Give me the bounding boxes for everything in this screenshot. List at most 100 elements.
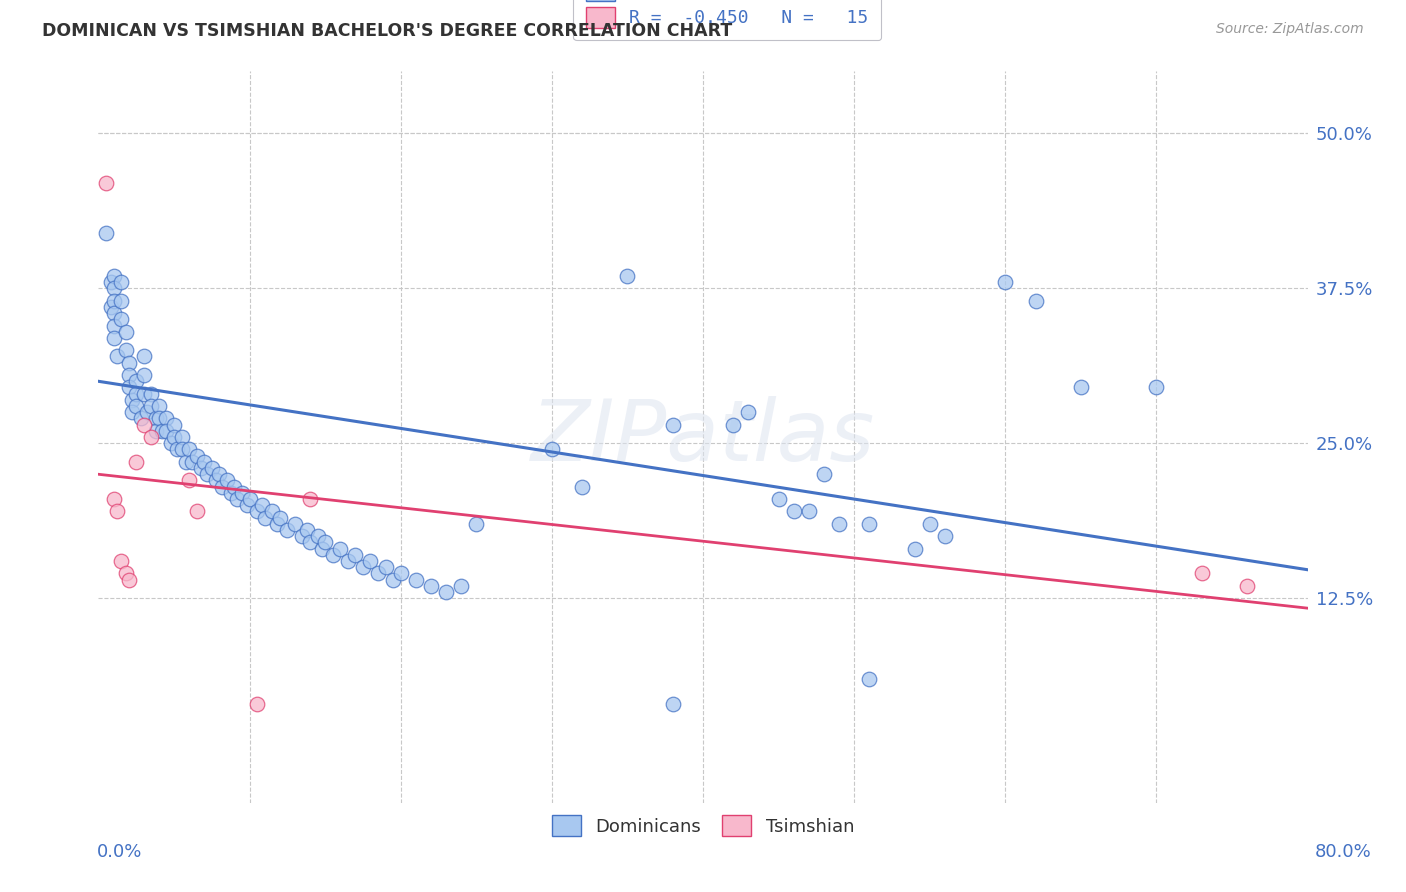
Point: [1191, 566, 1213, 581]
Point: [141, 430, 163, 444]
Point: [186, 504, 208, 518]
Point: [783, 504, 806, 518]
Point: [103, 491, 125, 506]
Point: [118, 356, 141, 370]
Point: [118, 368, 141, 383]
Point: [129, 411, 152, 425]
Point: [314, 535, 336, 549]
Point: [360, 554, 382, 568]
Point: [616, 268, 638, 283]
Point: [382, 573, 405, 587]
Text: DOMINICAN VS TSIMSHIAN BACHELOR'S DEGREE CORRELATION CHART: DOMINICAN VS TSIMSHIAN BACHELOR'S DEGREE…: [42, 22, 733, 40]
Point: [141, 399, 163, 413]
Point: [235, 498, 257, 512]
Point: [828, 516, 851, 531]
Point: [103, 268, 125, 283]
Point: [103, 318, 125, 333]
Point: [193, 455, 215, 469]
Point: [110, 554, 132, 568]
Point: [250, 498, 273, 512]
Point: [367, 566, 389, 581]
Point: [231, 486, 253, 500]
Point: [118, 380, 141, 394]
Point: [110, 312, 132, 326]
Point: [291, 529, 314, 543]
Point: [121, 405, 143, 419]
Point: [246, 697, 269, 711]
Point: [121, 392, 143, 407]
Point: [103, 293, 125, 308]
Point: [150, 424, 173, 438]
Point: [110, 293, 132, 308]
Point: [299, 491, 322, 506]
Point: [174, 455, 197, 469]
Point: [118, 573, 141, 587]
Point: [148, 399, 170, 413]
Point: [114, 325, 136, 339]
Point: [170, 442, 193, 457]
Point: [329, 541, 352, 556]
Point: [125, 374, 148, 388]
Point: [1236, 579, 1258, 593]
Point: [105, 350, 128, 364]
Point: [100, 275, 122, 289]
Text: 0.0%: 0.0%: [97, 843, 142, 861]
Point: [322, 548, 344, 562]
Text: 80.0%: 80.0%: [1315, 843, 1371, 861]
Point: [253, 510, 276, 524]
Point: [145, 424, 167, 438]
Point: [434, 585, 457, 599]
Point: [170, 430, 193, 444]
Point: [211, 480, 233, 494]
Point: [269, 510, 291, 524]
Point: [94, 226, 117, 240]
Point: [420, 579, 443, 593]
Point: [100, 300, 122, 314]
Point: [105, 504, 128, 518]
Point: [262, 504, 284, 518]
Point: [307, 529, 329, 543]
Point: [224, 480, 246, 494]
Point: [125, 399, 148, 413]
Point: [295, 523, 318, 537]
Point: [205, 474, 228, 488]
Point: [1070, 380, 1092, 394]
Point: [246, 504, 269, 518]
Point: [352, 560, 374, 574]
Point: [179, 442, 201, 457]
Point: [540, 442, 562, 457]
Point: [160, 436, 183, 450]
Point: [661, 697, 683, 711]
Point: [132, 350, 155, 364]
Point: [110, 275, 132, 289]
Point: [163, 430, 186, 444]
Point: [344, 548, 367, 562]
Point: [465, 516, 488, 531]
Point: [904, 541, 927, 556]
Point: [186, 449, 208, 463]
Point: [723, 417, 745, 432]
Point: [336, 554, 359, 568]
Point: [374, 560, 396, 574]
Point: [858, 672, 880, 686]
Point: [768, 491, 790, 506]
Point: [148, 411, 170, 425]
Point: [132, 417, 155, 432]
Point: [155, 411, 177, 425]
Point: [239, 491, 262, 506]
Text: ZIPatlas: ZIPatlas: [531, 395, 875, 479]
Point: [163, 417, 186, 432]
Point: [132, 386, 155, 401]
Point: [934, 529, 956, 543]
Point: [141, 386, 163, 401]
Point: [311, 541, 333, 556]
Point: [125, 386, 148, 401]
Point: [389, 566, 412, 581]
Point: [195, 467, 218, 482]
Point: [201, 461, 224, 475]
Point: [190, 461, 212, 475]
Point: [103, 331, 125, 345]
Point: [155, 424, 177, 438]
Point: [114, 566, 136, 581]
Point: [208, 467, 231, 482]
